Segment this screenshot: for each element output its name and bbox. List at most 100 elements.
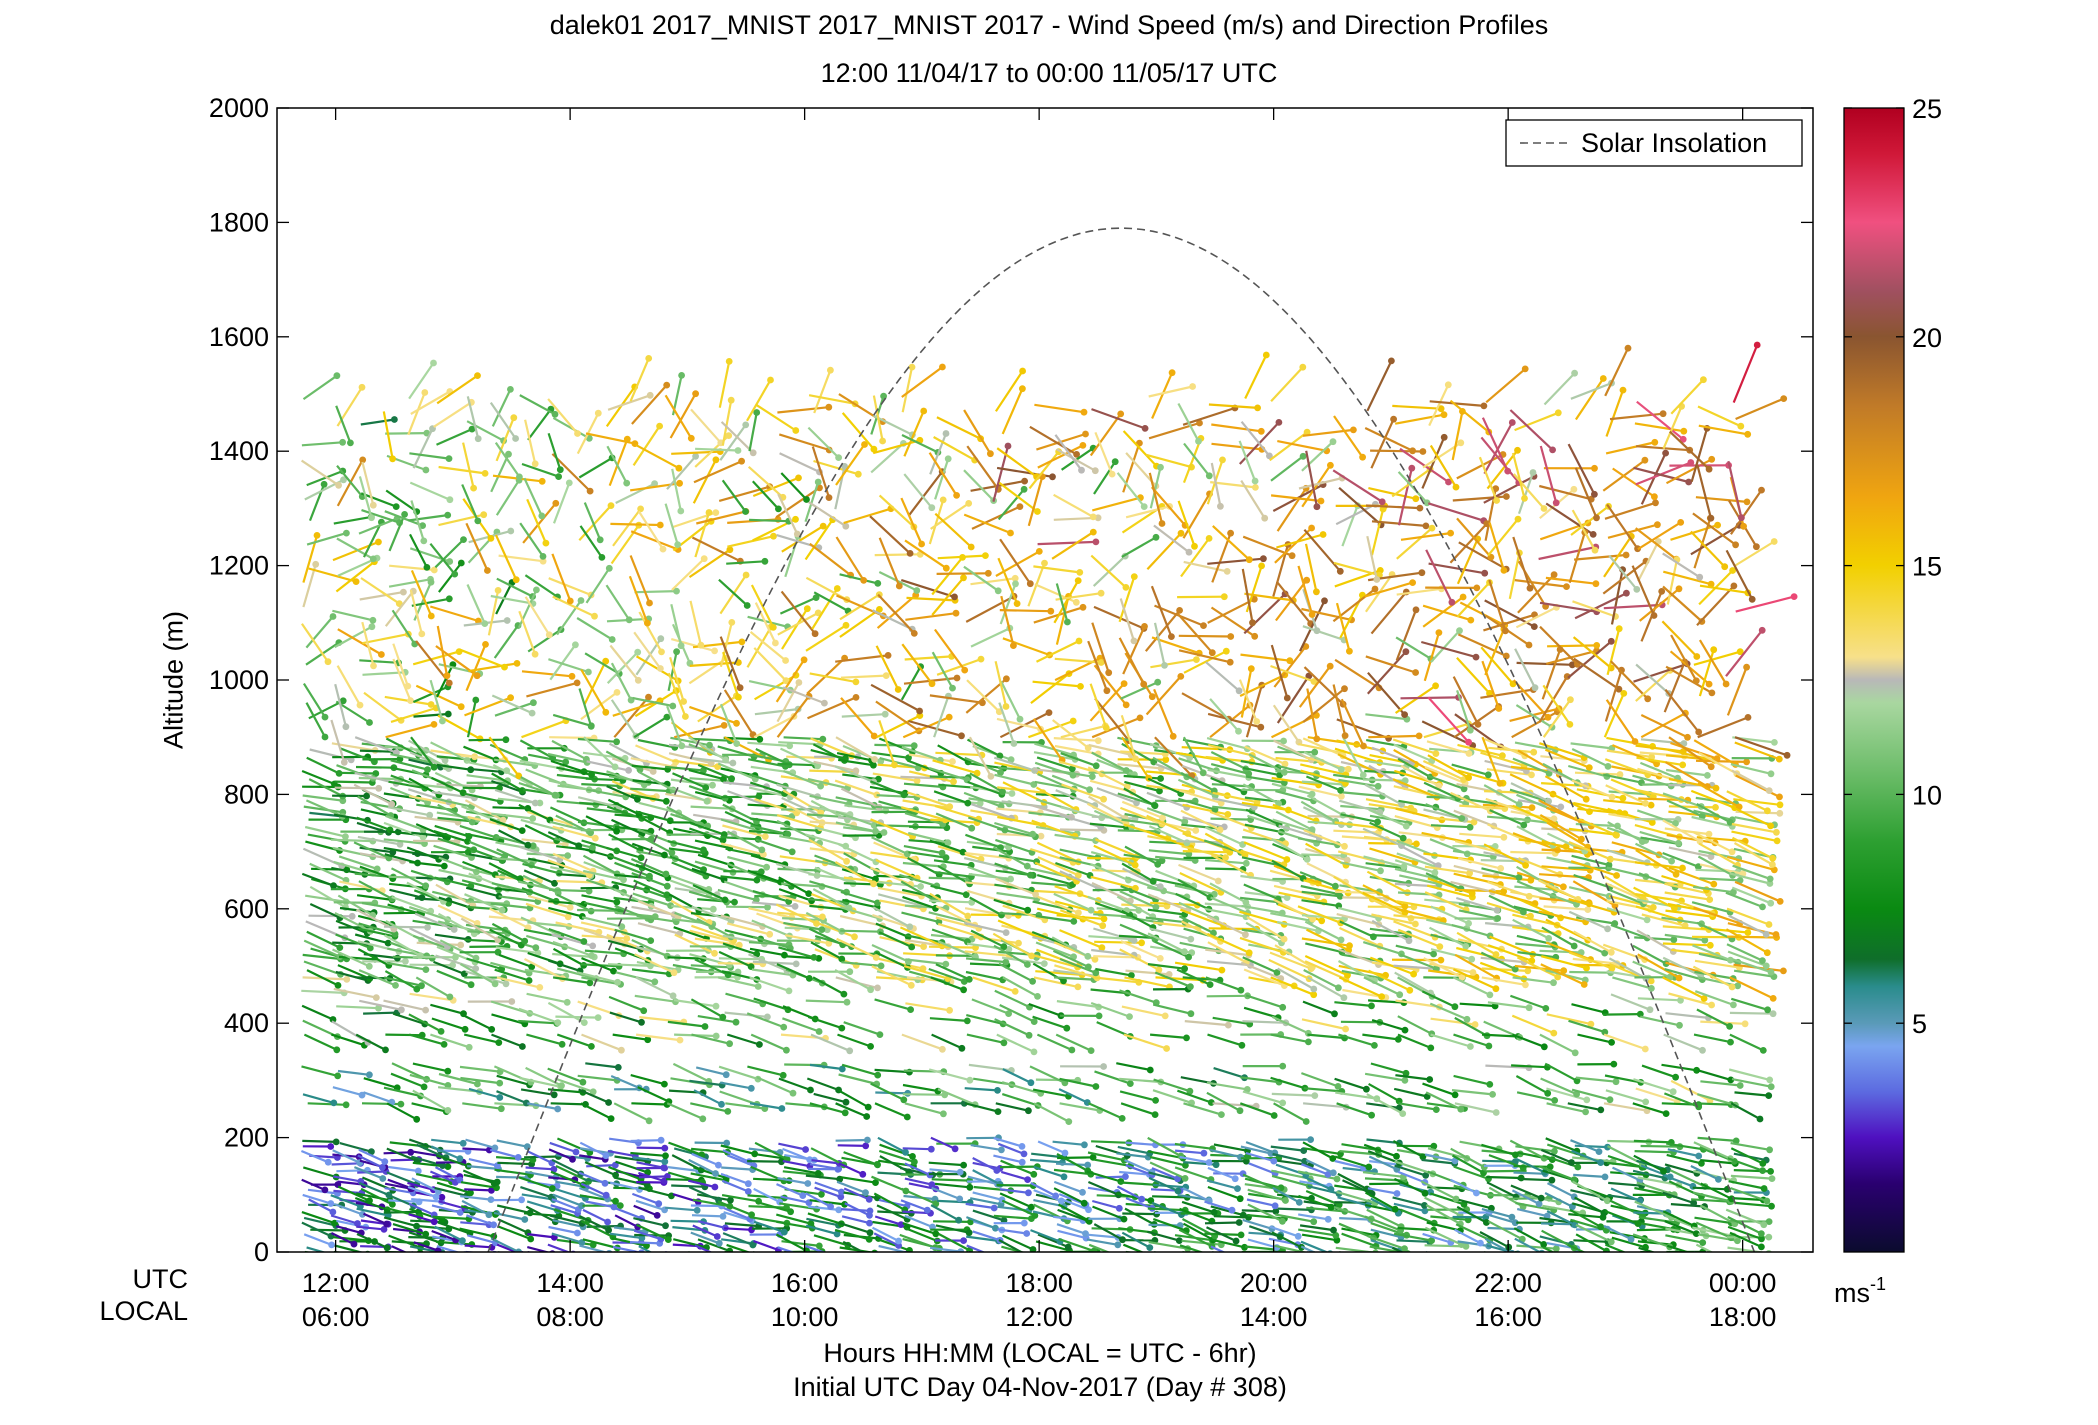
wind-barb-shaft <box>527 1250 532 1252</box>
wind-barb-point <box>792 427 800 434</box>
wind-barb-shaft <box>337 894 374 917</box>
wind-barb-point <box>795 474 802 482</box>
wind-barb-point <box>908 943 916 951</box>
wind-barb-point <box>538 512 546 520</box>
wind-barb <box>308 480 328 521</box>
wind-barb-shaft <box>841 412 875 450</box>
wind-barb-point <box>480 511 488 519</box>
wind-barb-shaft <box>331 1033 365 1047</box>
wind-barb-point <box>533 586 540 594</box>
wind-barb-point <box>368 514 375 522</box>
wind-barb-point <box>645 355 653 362</box>
wind-barb <box>522 862 563 877</box>
wind-barb-shaft <box>335 919 368 935</box>
wind-barb-shaft <box>615 971 656 983</box>
wind-barb-point <box>369 501 377 509</box>
wind-barb-point <box>594 409 602 417</box>
wind-barb <box>391 1245 408 1252</box>
wind-barb-shaft <box>308 914 353 918</box>
wind-barb-point <box>422 466 430 474</box>
wind-barb <box>777 493 801 538</box>
wind-barb-shaft <box>303 1033 338 1051</box>
wind-barb-shaft <box>359 659 399 664</box>
wind-barb-point <box>871 1249 878 1252</box>
wind-barb-point <box>742 421 750 429</box>
wind-barb <box>636 1144 669 1152</box>
wind-barb-point <box>663 952 671 960</box>
wind-barb-point <box>846 1047 854 1055</box>
wind-barb-shaft <box>934 804 979 821</box>
wind-barb <box>301 1178 329 1194</box>
wind-barb <box>726 557 769 565</box>
wind-barb-point <box>552 499 560 507</box>
wind-barb-point <box>900 791 908 799</box>
wind-barb-point <box>343 976 351 983</box>
wind-barb-point <box>676 1036 684 1044</box>
wind-barb-shaft <box>581 894 618 904</box>
wind-barb-point <box>331 1219 338 1227</box>
wind-barb <box>308 1198 337 1216</box>
wind-barb-point <box>487 535 495 542</box>
wind-barb-point <box>756 1253 763 1260</box>
wind-barb-point <box>485 1211 493 1219</box>
wind-barb-point <box>872 827 879 835</box>
wind-barb <box>302 1138 340 1146</box>
wind-barb-shaft <box>305 702 326 738</box>
wind-barb-shaft <box>752 476 799 498</box>
wind-barb-shaft <box>753 997 789 1011</box>
wind-barb-shaft <box>548 1225 578 1235</box>
wind-barb <box>753 997 792 1014</box>
wind-barb-point <box>805 890 813 897</box>
wind-barb <box>930 1136 959 1153</box>
wind-barb-point <box>778 1105 786 1112</box>
wind-barb-point <box>554 1019 562 1026</box>
wind-barb <box>809 1063 846 1073</box>
wind-barb-point <box>721 896 729 904</box>
wind-barb-point <box>956 1195 964 1203</box>
wind-barb-point <box>366 1252 373 1259</box>
wind-barb <box>934 512 975 551</box>
wind-barb <box>459 948 502 956</box>
wind-barb <box>333 1175 365 1185</box>
wind-barb <box>721 479 749 515</box>
wind-barb-point <box>407 1148 415 1156</box>
wind-barb-shaft <box>664 503 679 545</box>
wind-barb-shaft <box>429 605 479 623</box>
wind-barb-shaft <box>843 507 892 525</box>
wind-barb-point <box>518 827 526 834</box>
wind-barb-point <box>966 1076 974 1084</box>
wind-barb <box>843 505 895 525</box>
wind-barb-shaft <box>388 1165 419 1173</box>
wind-barb-point <box>758 1253 765 1260</box>
wind-barb-point <box>866 1229 874 1237</box>
wind-barb-point <box>606 1249 613 1252</box>
wind-barb <box>409 1073 452 1089</box>
wind-barb-shaft <box>783 736 823 741</box>
wind-barb-point <box>503 617 511 624</box>
wind-barb <box>633 713 671 739</box>
wind-barb-shaft <box>309 885 347 909</box>
wind-barb <box>415 640 453 687</box>
wind-barb-shaft <box>691 1214 724 1218</box>
wind-barb-shaft <box>518 1176 553 1190</box>
wind-barb-point <box>663 381 671 389</box>
wind-barb <box>302 1193 335 1207</box>
wind-barb-point <box>742 571 750 579</box>
wind-barb-point <box>907 981 915 989</box>
wind-barb-point <box>674 541 682 548</box>
wind-barb-shaft <box>525 1166 554 1171</box>
wind-barb-point <box>859 1170 867 1178</box>
wind-barb <box>360 416 398 426</box>
wind-barb-shaft <box>412 955 456 959</box>
wind-barb-point <box>842 621 850 629</box>
wind-barb-shaft <box>583 660 607 706</box>
wind-barb-shaft <box>300 459 340 487</box>
wind-barb <box>901 643 936 688</box>
wind-barb <box>805 621 850 652</box>
wind-barb-shaft <box>334 1244 364 1252</box>
wind-barb-point <box>942 430 950 437</box>
wind-barb-shaft <box>935 751 982 757</box>
wind-barb-shaft <box>465 1138 496 1149</box>
wind-barb <box>409 481 454 504</box>
wind-barb-point <box>818 926 826 933</box>
